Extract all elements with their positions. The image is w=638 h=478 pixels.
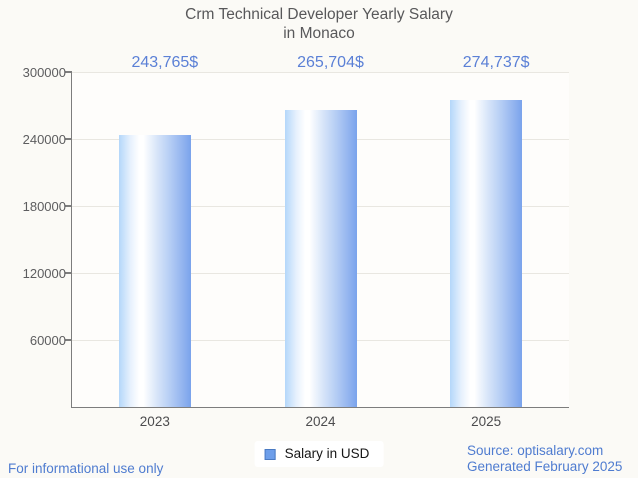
legend-series-marker-icon xyxy=(264,448,276,460)
y-axis-label-180000: 180000 xyxy=(22,198,66,214)
value-label-2024: 265,704$ xyxy=(297,54,364,71)
x-axis-line xyxy=(71,407,569,408)
x-axis-label-2025: 2025 xyxy=(471,414,502,429)
y-axis-label-60000: 60000 xyxy=(29,332,66,348)
x-axis-label-2023: 2023 xyxy=(139,414,170,429)
bar-2023 xyxy=(118,134,191,407)
source-text: Source: optisalary.com xyxy=(467,443,604,458)
x-axis-label-2024: 2024 xyxy=(305,414,336,429)
y-axis-tick-60000 xyxy=(65,339,72,341)
chart-title: Crm Technical Developer Yearly Salary in… xyxy=(0,5,638,43)
legend-series-label: Salary in USD xyxy=(284,446,370,461)
disclaimer-text: For informational use only xyxy=(8,461,164,476)
value-label-2025: 274,737$ xyxy=(462,54,530,71)
bar-2025 xyxy=(450,100,523,407)
y-axis-label-120000: 120000 xyxy=(22,265,66,281)
chart-legend: Salary in USD xyxy=(254,441,384,467)
y-axis-tick-120000 xyxy=(65,272,72,274)
y-axis-label-300000: 300000 xyxy=(22,64,66,80)
bar-2024 xyxy=(284,110,357,407)
chart-title-line1: Crm Technical Developer Yearly Salary xyxy=(185,6,453,23)
gridline-300000 xyxy=(72,71,569,73)
y-axis-tick-300000 xyxy=(65,71,72,73)
chart-title-line2: in Monaco xyxy=(283,25,355,42)
generated-text: Generated February 2025 xyxy=(467,459,623,474)
y-axis-tick-240000 xyxy=(65,138,72,140)
y-axis-line xyxy=(71,72,72,408)
source-block: Source: optisalary.com Generated Februar… xyxy=(467,443,622,475)
y-axis-tick-180000 xyxy=(65,205,72,207)
y-axis-label-240000: 240000 xyxy=(22,131,66,147)
value-label-2023: 243,765$ xyxy=(131,54,199,71)
